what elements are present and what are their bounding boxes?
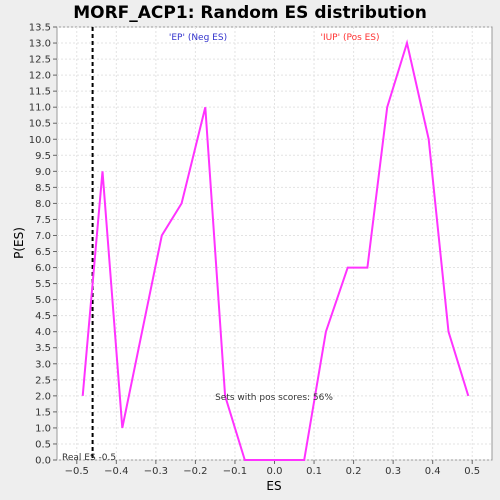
x-tick-label: −0.3	[144, 466, 168, 477]
y-tick-label: 11.0	[29, 103, 51, 114]
y-tick-label: 6.0	[35, 263, 51, 274]
x-tick-label: 0.4	[425, 466, 441, 477]
x-tick-label: −0.5	[65, 466, 89, 477]
y-tick-label: 0.5	[35, 439, 51, 450]
y-tick-label: 5.5	[35, 279, 51, 290]
x-tick-label: −0.1	[223, 466, 247, 477]
x-tick-label: 0.2	[346, 466, 362, 477]
grid-layer	[57, 26, 492, 461]
x-tick-label: −0.4	[104, 466, 128, 477]
es-distribution-line	[81, 39, 470, 461]
pos-scores-text: Sets with pos scores: 56%	[215, 393, 333, 403]
y-tick-label: 12.5	[29, 55, 51, 66]
y-tick-label: 2.0	[35, 391, 51, 402]
chart-title: MORF_ACP1: Random ES distribution	[73, 3, 427, 23]
y-tick-label: 13.0	[29, 39, 51, 50]
y-tick-label: 8.5	[35, 183, 51, 194]
y-tick-label: 1.5	[35, 407, 51, 418]
y-tick-label: 3.0	[35, 359, 51, 370]
y-tick-label: 0.0	[35, 456, 51, 467]
y-tick-label: 5.0	[35, 295, 51, 306]
y-tick-label: 4.5	[35, 311, 51, 322]
y-tick-label: 13.5	[29, 23, 51, 34]
y-tick-label: 9.0	[35, 167, 51, 178]
y-axis-title: P(ES)	[12, 227, 26, 259]
x-tick-label: 0.0	[267, 466, 283, 477]
y-tick-label: 8.0	[35, 199, 51, 210]
x-tick-label: −0.2	[183, 466, 207, 477]
y-tick-label: 6.5	[35, 247, 51, 258]
x-axis-ticks: −0.5 −0.4 −0.3 −0.2 −0.1 0.0 0.1 0.2 0.3 0.4 0.5	[65, 460, 480, 477]
x-axis-title: ES	[266, 479, 281, 493]
y-tick-label: 4.0	[35, 327, 51, 338]
y-axis-ticks: 0.0 0.5 1.0 1.5 2.0 2.5 3.0 3.5 4.0 4.5 5.0 5.5 6.0 6…	[29, 23, 57, 467]
pos-es-label: 'IUP' (Pos ES)	[320, 33, 379, 43]
y-tick-label: 10.0	[29, 135, 51, 146]
x-tick-label: 0.1	[306, 466, 322, 477]
y-tick-label: 7.0	[35, 231, 51, 242]
y-tick-label: 7.5	[35, 215, 51, 226]
x-tick-label: 0.5	[464, 466, 480, 477]
neg-es-label: 'EP' (Neg ES)	[169, 33, 227, 43]
y-tick-label: 9.5	[35, 151, 51, 162]
y-tick-label: 10.5	[29, 119, 51, 130]
y-tick-label: 1.0	[35, 423, 51, 434]
x-tick-label: 0.3	[385, 466, 401, 477]
y-tick-label: 3.5	[35, 343, 51, 354]
y-tick-label: 11.5	[29, 87, 51, 98]
y-tick-label: 12.0	[29, 71, 51, 82]
real-es-label: Real ES -0.5	[62, 453, 116, 463]
y-tick-label: 2.5	[35, 375, 51, 386]
